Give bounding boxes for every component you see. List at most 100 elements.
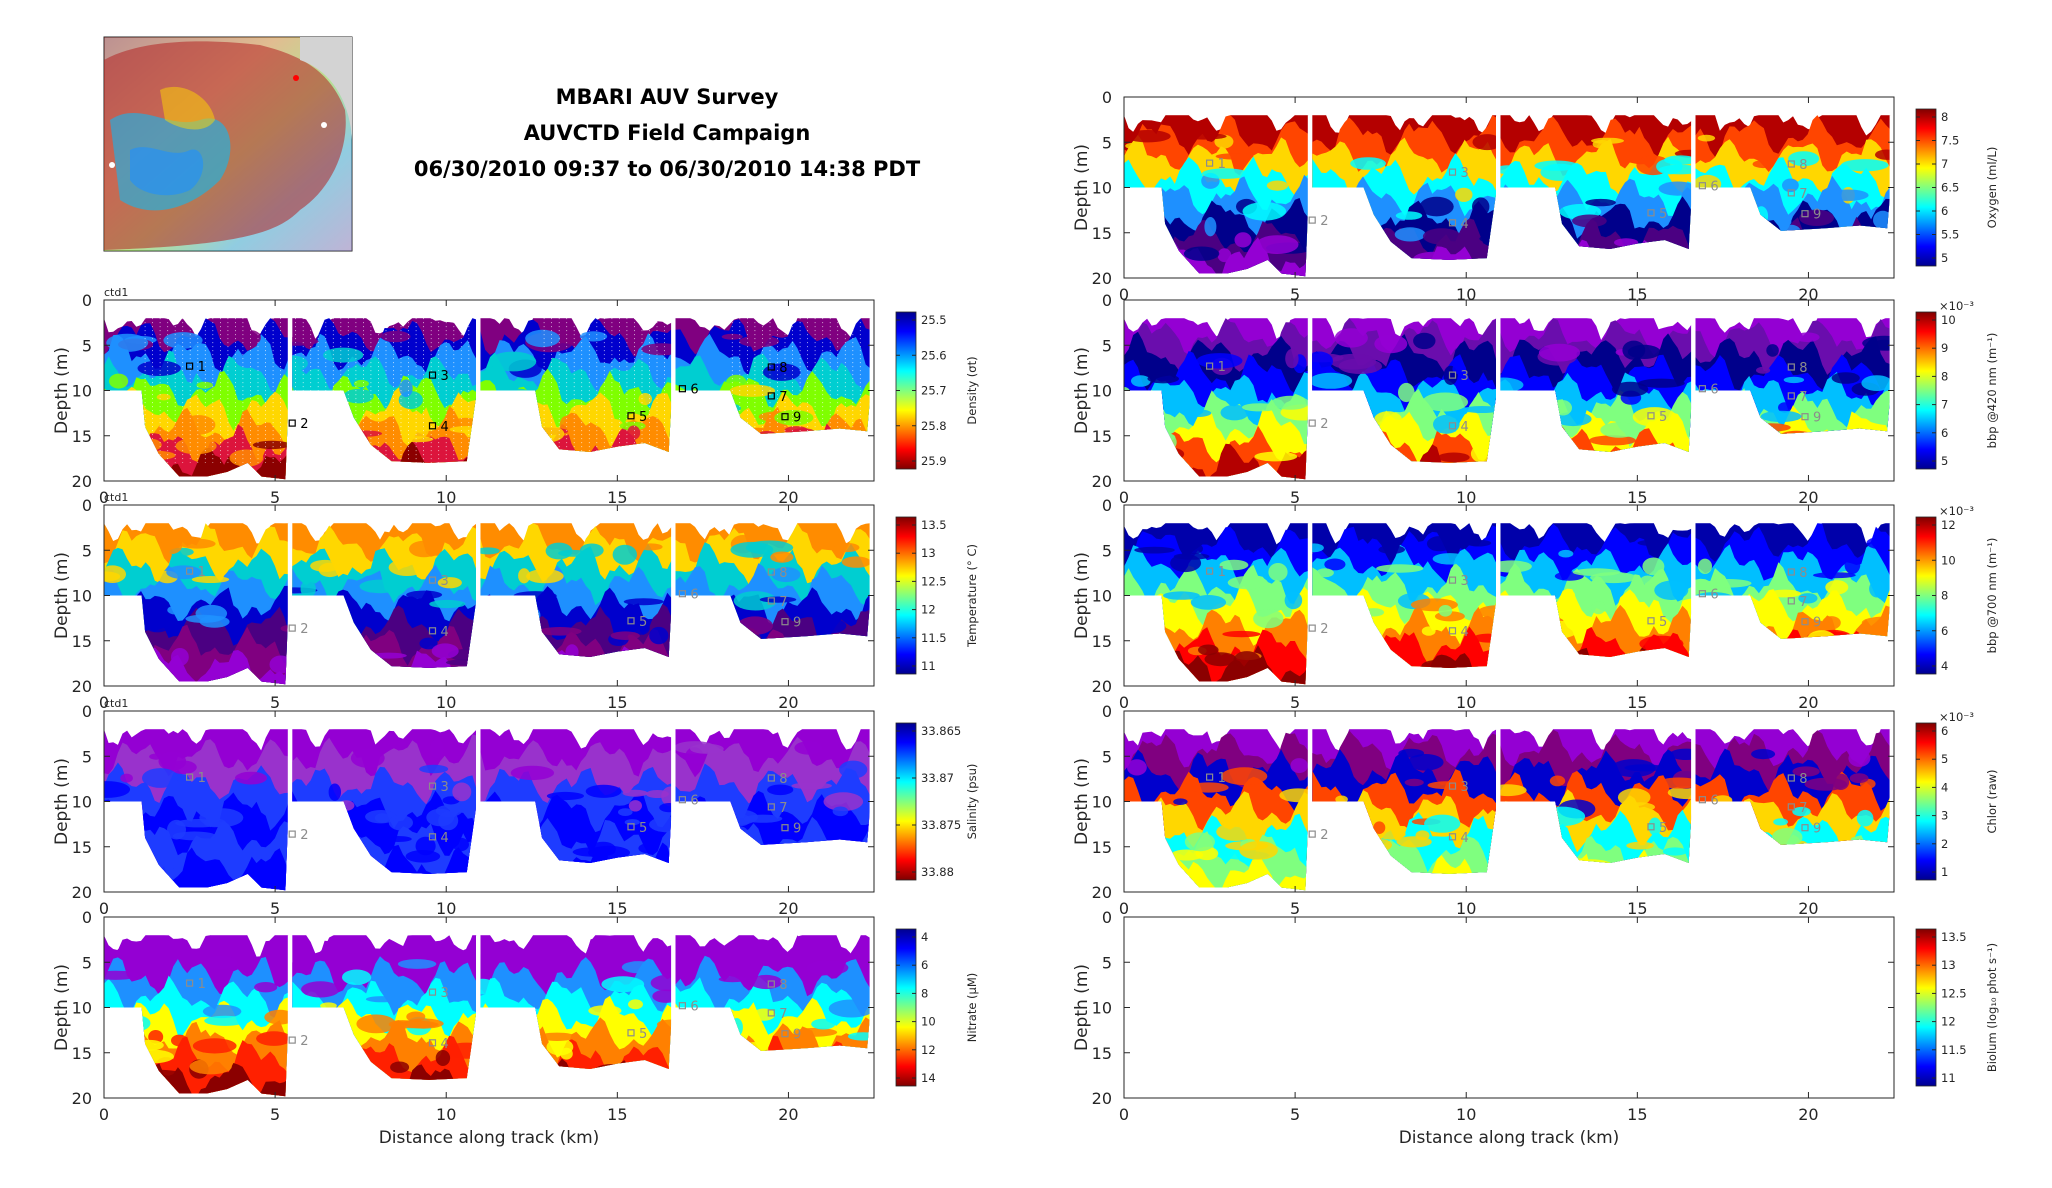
bbp700-y-tick-label: 10 (1092, 587, 1112, 606)
biolum-y-tick-label: 10 (1092, 999, 1112, 1018)
density-station-marker (781, 413, 789, 421)
density-panel: 1 2 3 4 5 6 8 79 0 5 10 15 20 0 5 10 15 20 Depth (m) ctd1 25… (52, 286, 979, 507)
bbp420-colorbar-tick: 8 (1941, 369, 1948, 383)
bbp700-x-tick-label: 5 (1290, 693, 1300, 712)
density-station-label: 6 (690, 383, 698, 398)
chlor-y-tick-label: 10 (1092, 793, 1112, 812)
bbp420-colorbar-tick: 7 (1941, 398, 1948, 412)
density-y-axis-label: Depth (m) (52, 347, 72, 434)
bbp420-station-label: 3 (1461, 369, 1469, 384)
density-station-label: 8 (779, 361, 787, 376)
bbp420-x-tick-label: 20 (1798, 488, 1818, 507)
temperature-y-tick-label: 10 (72, 587, 92, 606)
temperature-station-label: 7 (779, 595, 787, 610)
density-y-tick-label: 20 (72, 472, 92, 491)
biolum-x-tick-label: 15 (1627, 1105, 1647, 1124)
salinity-subtitle: ctd1 (104, 697, 128, 710)
bbp420-station-marker (1801, 413, 1809, 421)
temperature-x-tick-label: 15 (607, 693, 627, 712)
chlor-station-marker (1448, 833, 1457, 841)
bbp420-station-marker (1647, 412, 1655, 420)
bbp420-station-marker (1698, 385, 1707, 393)
bbp420-station-label: 6 (1710, 383, 1718, 398)
temperature-station-label: 9 (793, 616, 801, 631)
bbp420-colorbar-tick: 10 (1941, 313, 1956, 327)
nitrate-station-label: 1 (198, 977, 206, 992)
bbp700-station-marker (1205, 567, 1214, 575)
oxygen-colorbar-tick: 7 (1941, 157, 1948, 171)
biolum-colorbar-tick: 12.5 (1941, 986, 1967, 1000)
nitrate-station-marker (428, 1039, 437, 1047)
bbp420-station-label: 5 (1659, 410, 1667, 425)
chlor-station-marker (1647, 823, 1655, 831)
salinity-station-label: 8 (779, 772, 787, 787)
temperature-subtitle: ctd1 (104, 491, 128, 504)
salinity-y-tick-label: 15 (72, 838, 92, 857)
density-station-marker (767, 363, 775, 371)
chlor-station-label: 1 (1218, 771, 1226, 786)
density-station-marker (288, 419, 296, 427)
bbp420-colorbar-multiplier: ×10⁻³ (1939, 299, 1974, 313)
map-inset (103, 36, 353, 252)
density-station-label: 5 (639, 410, 647, 425)
temperature-station-marker (428, 576, 437, 584)
bbp700-x-tick-label: 20 (1798, 693, 1818, 712)
nitrate-station-label: 5 (639, 1027, 647, 1042)
nitrate-station-label: 4 (441, 1037, 449, 1052)
oxygen-station-marker (1787, 160, 1795, 168)
bbp700-station-marker (1308, 624, 1316, 632)
nitrate-x-tick-label: 20 (778, 1105, 798, 1124)
bbp700-station-label: 9 (1813, 616, 1821, 631)
oxygen-station-marker (1787, 189, 1795, 197)
biolum-colorbar-tick: 12 (1941, 1015, 1956, 1029)
biolum-colorbar-label: Biolum (log₁₀ phot s⁻¹) (1985, 943, 1999, 1072)
bbp420-y-tick-label: 10 (1092, 382, 1112, 401)
temperature-station-label: 1 (198, 565, 206, 580)
nitrate-station-marker (767, 980, 775, 988)
nitrate-station-marker (186, 979, 194, 987)
oxygen-station-marker (1647, 209, 1655, 217)
chlor-station-marker (1801, 824, 1809, 832)
nitrate-y-tick-label: 0 (82, 908, 92, 927)
oxygen-station-label: 5 (1659, 207, 1667, 222)
nitrate-y-tick-label: 10 (72, 999, 92, 1018)
temperature-y-axis-label: Depth (m) (52, 552, 72, 639)
salinity-station-marker (767, 803, 775, 811)
map-marker-icon (293, 75, 299, 81)
nitrate-x-tick-label: 10 (436, 1105, 456, 1124)
biolum-y-tick-label: 0 (1102, 908, 1112, 927)
bbp420-station-marker (1205, 362, 1214, 370)
salinity-station-marker (767, 774, 775, 782)
oxygen-y-tick-label: 15 (1092, 224, 1112, 243)
chlor-x-tick-label: 20 (1798, 899, 1818, 918)
density-x-tick-label: 0 (99, 488, 109, 507)
chlor-x-tick-label: 0 (1119, 899, 1129, 918)
salinity-station-label: 3 (441, 780, 449, 795)
salinity-y-tick-label: 20 (72, 883, 92, 902)
bbp420-y-tick-label: 20 (1092, 472, 1112, 491)
temperature-station-marker (767, 568, 775, 576)
bbp420-station-label: 2 (1320, 417, 1328, 432)
density-colorbar-label: Density (σt) (965, 356, 979, 424)
nitrate-station-marker (781, 1030, 789, 1038)
nitrate-y-tick-label: 5 (82, 953, 92, 972)
density-station-marker (428, 371, 437, 379)
bbp700-station-marker (1698, 590, 1707, 598)
temperature-colorbar-label: Temperature (° C) (965, 544, 979, 648)
temperature-colorbar-tick: 12 (921, 603, 936, 617)
oxygen-station-label: 3 (1461, 166, 1469, 181)
bbp700-y-tick-label: 20 (1092, 677, 1112, 696)
bbp700-station-marker (1448, 576, 1457, 584)
biolum-x-tick-label: 20 (1798, 1105, 1818, 1124)
salinity-station-marker (428, 782, 437, 790)
salinity-x-tick-label: 20 (778, 899, 798, 918)
biolum-y-tick-label: 20 (1092, 1089, 1112, 1108)
chlor-colorbar-multiplier: ×10⁻³ (1939, 710, 1974, 724)
bbp420-y-tick-label: 5 (1102, 336, 1112, 355)
bbp420-y-axis-label: Depth (m) (1072, 347, 1092, 434)
oxygen-y-tick-label: 20 (1092, 269, 1112, 288)
bbp420-station-label: 1 (1218, 360, 1226, 375)
bbp420-station-marker (1448, 371, 1457, 379)
oxygen-colorbar-label: Oxygen (ml/L) (1985, 147, 1999, 229)
chlor-station-marker (1448, 782, 1457, 790)
